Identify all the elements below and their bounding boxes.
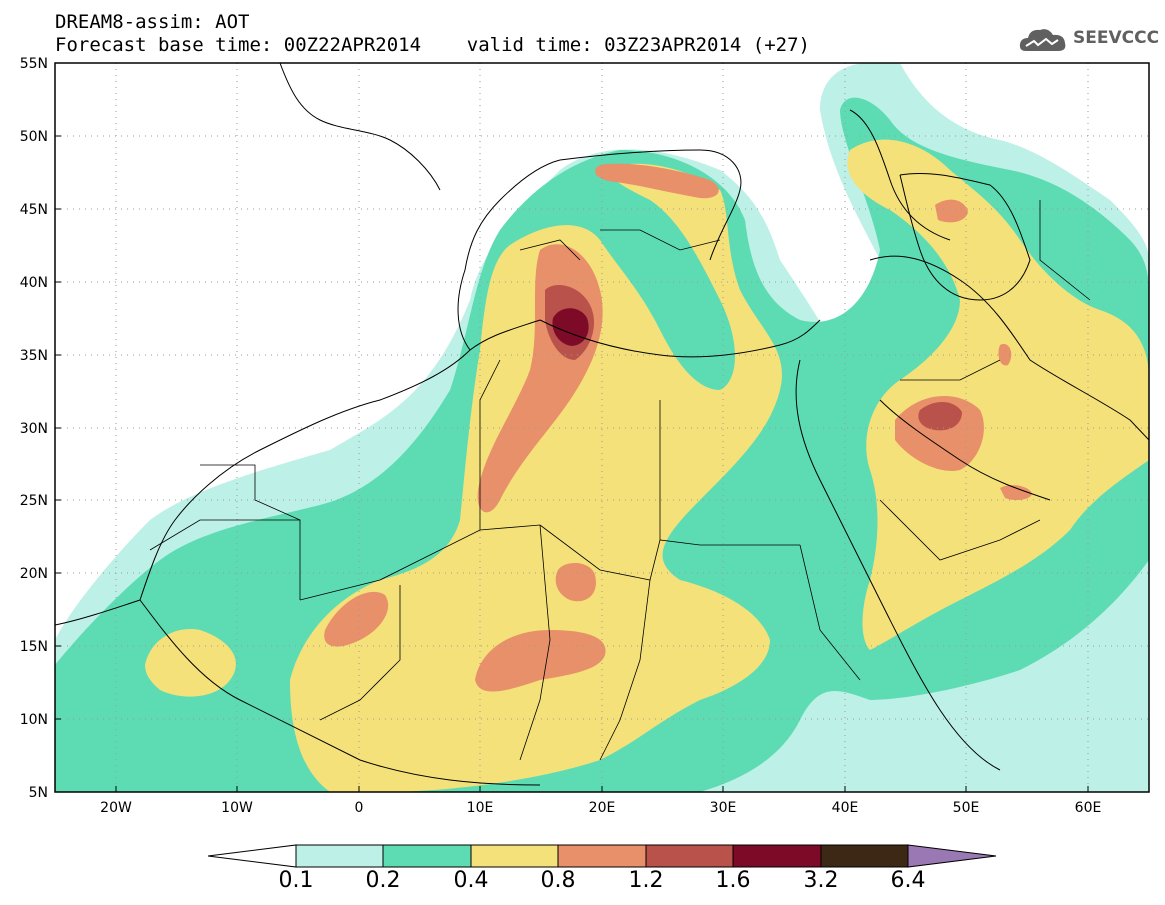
lat-label-5n: 5N [29, 785, 48, 801]
aot-level-0.4 [145, 139, 1149, 792]
colorbar-label-1.6: 1.6 [715, 868, 751, 893]
colorbar-swatch-1 [295, 844, 384, 868]
lon-label-10e: 10E [467, 800, 494, 816]
lon-label-60e: 60E [1075, 800, 1102, 816]
lat-label-30n: 30N [20, 421, 48, 437]
lon-label-30e: 30E [710, 800, 737, 816]
lat-label-20n: 20N [20, 566, 48, 582]
lat-label-50n: 50N [20, 129, 48, 145]
lon-label-40e: 40E [832, 800, 859, 816]
colorbar-label-1.2: 1.2 [628, 868, 664, 893]
colorbar-label-3.2: 3.2 [803, 868, 839, 893]
lon-label-10w: 10W [221, 800, 253, 816]
logo-text: SEEVCCC [1073, 28, 1160, 48]
lat-label-10n: 10N [20, 712, 48, 728]
country-borders [149, 200, 1091, 761]
lon-label-0: 0 [355, 800, 364, 816]
cloud-logo-icon [1019, 29, 1066, 51]
lat-label-15n: 15N [20, 639, 48, 655]
lon-label-20e: 20E [589, 800, 616, 816]
colorbar-swatch-3 [470, 844, 559, 868]
coastlines [55, 63, 1149, 786]
colorbar-swatch-0 [207, 844, 297, 868]
lat-labels: 55N 50N 45N 40N 35N 30N 25N 20N 15N 10N … [20, 56, 48, 801]
colorbar-label-0.4: 0.4 [453, 868, 489, 893]
colorbar-swatch-2 [382, 844, 472, 868]
colorbar-label-6.4: 6.4 [890, 868, 926, 893]
colorbar [207, 844, 997, 868]
map-plot [55, 63, 1149, 792]
colorbar-swatch-6 [732, 844, 822, 868]
colorbar-swatch-5 [645, 844, 734, 868]
lon-labels: 20W 10W 0 10E 20E 30E 40E 50E 60E [100, 800, 1101, 816]
colorbar-swatch-7 [820, 844, 909, 868]
lat-label-35n: 35N [20, 348, 48, 364]
map-grid [55, 63, 1149, 792]
title-line1: DREAM8-assim: AOT [55, 11, 250, 33]
tick-marks [55, 62, 1089, 793]
lat-label-40n: 40N [20, 275, 48, 291]
colorbar-swatch-4 [557, 844, 647, 868]
seevccc-logo: SEEVCCC [1018, 25, 1160, 55]
lat-label-25n: 25N [20, 493, 48, 509]
lat-label-55n: 55N [20, 56, 48, 72]
colorbar-label-0.8: 0.8 [540, 868, 576, 893]
lon-label-50e: 50E [953, 800, 980, 816]
title-line2: Forecast base time: 00Z22APR2014 valid t… [55, 34, 810, 56]
lon-label-20w: 20W [100, 800, 132, 816]
colorbar-swatch-8 [907, 844, 997, 868]
colorbar-label-0.2: 0.2 [365, 868, 401, 893]
colorbar-label-0.1: 0.1 [278, 868, 314, 893]
lat-label-45n: 45N [20, 202, 48, 218]
